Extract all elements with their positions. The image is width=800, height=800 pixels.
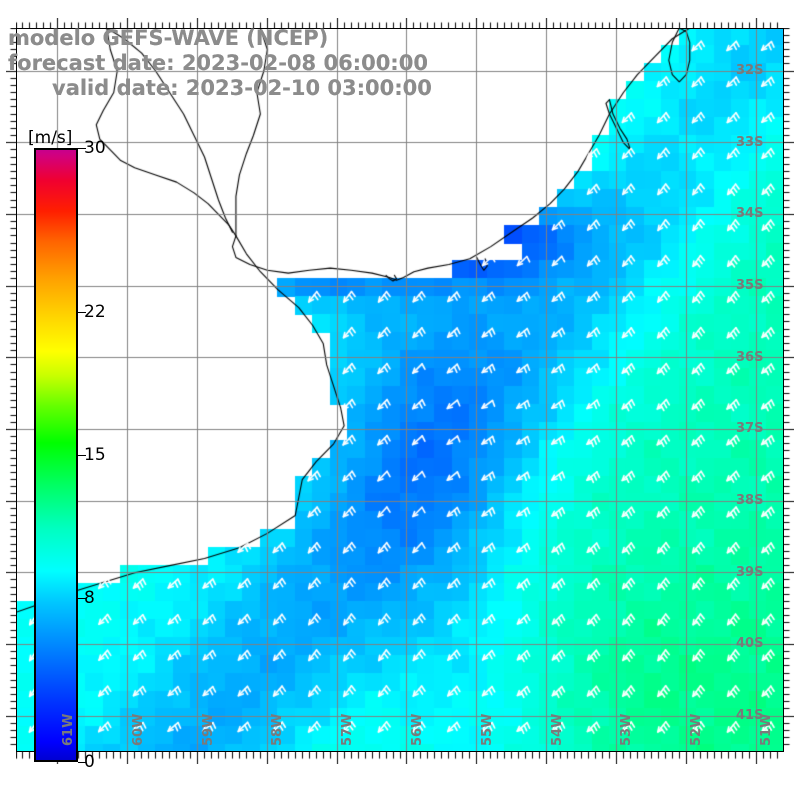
colorbar-tick-mark (78, 598, 86, 600)
colorbar-tick-mark (78, 311, 86, 313)
top-tick-ruler (16, 18, 784, 28)
colorbar-tick-label: 30 (84, 138, 106, 158)
right-tick-ruler (784, 28, 794, 752)
colorbar (34, 148, 78, 762)
colorbar-unit-label: [m/s] (28, 128, 73, 148)
wind-barb-layer (16, 28, 784, 752)
colorbar-gradient (34, 148, 78, 762)
colorbar-tick-mark (78, 148, 86, 149)
colorbar-tick-label: 0 (84, 752, 95, 772)
colorbar-tick-mark (78, 762, 86, 763)
colorbar-tick-mark (78, 455, 86, 456)
colorbar-tick-label: 22 (84, 301, 106, 322)
map-plot-area (16, 28, 784, 752)
colorbar-tick-label: 8 (84, 588, 95, 609)
left-tick-ruler (6, 28, 16, 752)
bottom-tick-ruler (16, 752, 784, 764)
colorbar-tick-label: 15 (84, 445, 106, 465)
